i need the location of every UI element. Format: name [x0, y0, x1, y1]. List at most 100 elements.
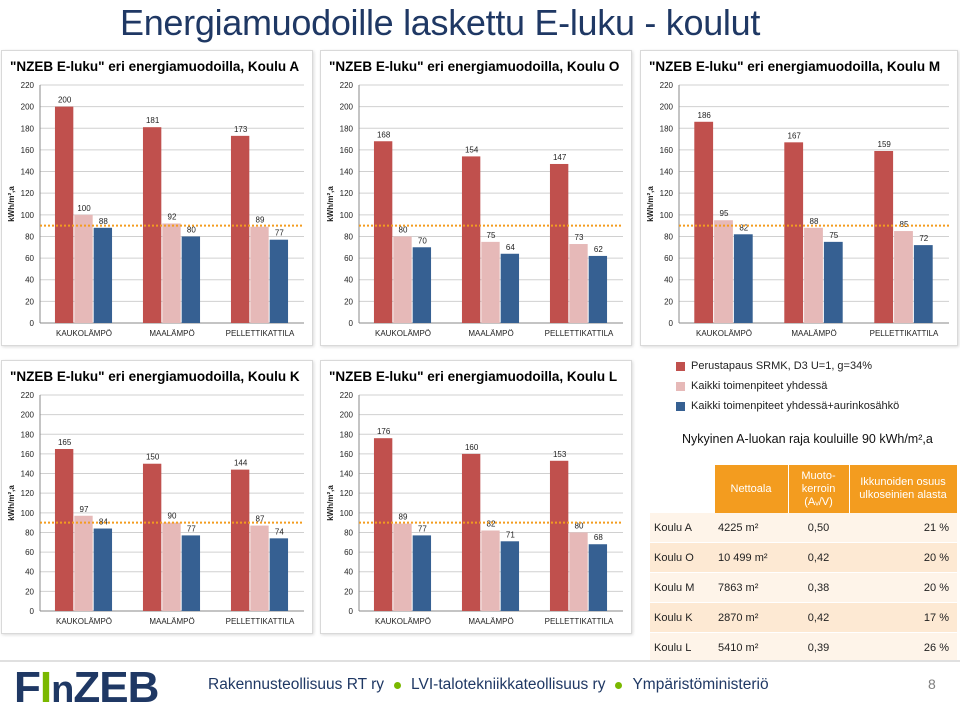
chart-koulu-k: "NZEB E-luku" eri energiamuodoilla, Koul… [1, 360, 313, 634]
legend-label: Kaikki toimenpiteet yhdessä+aurinkosähkö [691, 400, 900, 412]
table-cell: 0,42 [788, 602, 849, 633]
table-row: Koulu O 10 499 m² 0,42 20 % [650, 542, 957, 573]
y-tick-label: 0 [349, 607, 354, 616]
table-cell: 20 % [849, 542, 957, 573]
y-tick-label: 80 [25, 528, 34, 537]
y-tick-label: 200 [21, 103, 35, 112]
bar [694, 121, 714, 323]
y-tick-label: 160 [660, 146, 674, 155]
data-label: 100 [77, 204, 91, 213]
data-label: 153 [553, 450, 567, 459]
y-tick-label: 220 [660, 81, 674, 90]
bar [74, 214, 93, 323]
bar [230, 469, 250, 611]
table-cell: 26 % [849, 632, 957, 663]
bar [500, 541, 520, 611]
data-label: 73 [575, 233, 584, 242]
bar [784, 142, 804, 323]
data-label: 150 [146, 453, 160, 462]
data-label: 77 [418, 524, 427, 533]
y-tick-label: 80 [344, 528, 353, 537]
data-label: 144 [234, 459, 248, 468]
y-tick-label: 100 [340, 509, 354, 518]
y-tick-label: 180 [340, 124, 354, 133]
table-row: Koulu K 2870 m² 0,42 17 % [650, 602, 957, 633]
x-tick-label: MAALÄMPÖ [468, 329, 513, 338]
bar [162, 522, 181, 611]
data-label: 77 [187, 524, 196, 533]
y-tick-label: 120 [660, 189, 674, 198]
table-cell: 17 % [849, 602, 957, 633]
x-tick-label: KAUKOLÄMPÖ [56, 617, 112, 626]
y-tick-label: 160 [340, 450, 354, 459]
data-label: 168 [377, 130, 391, 139]
data-label: 71 [506, 530, 515, 539]
y-tick-label: 140 [21, 168, 35, 177]
bar [250, 226, 269, 323]
data-label: 77 [275, 229, 284, 238]
y-tick-label: 40 [344, 568, 353, 577]
y-tick-label: 60 [25, 548, 34, 557]
data-label: 167 [788, 131, 802, 140]
data-label: 200 [58, 96, 72, 105]
bar [373, 141, 393, 323]
chart-title: "NZEB E-luku" eri energiamuodoilla, Koul… [329, 59, 619, 74]
bar [181, 535, 201, 611]
footer-org: Rakennusteollisuus RT ry [208, 676, 385, 693]
bar [93, 528, 113, 611]
data-label: 176 [377, 427, 391, 436]
bar [269, 538, 289, 611]
y-tick-label: 20 [344, 587, 353, 596]
y-axis-label: kWh/m²,a [7, 186, 16, 222]
y-tick-label: 220 [340, 81, 354, 90]
table-cell: Koulu K [650, 602, 714, 633]
y-tick-label: 100 [340, 211, 354, 220]
table-header-row: Nettoala Muoto-kerroin (Aᵥ/V) Ikkunoiden… [650, 465, 958, 513]
legend-label: Perustapaus SRMK, D3 U=1, g=34% [691, 360, 872, 372]
chart-title: "NZEB E-luku" eri energiamuodoilla, Koul… [10, 369, 300, 384]
legend-item: Kaikki toimenpiteet yhdessä [676, 376, 899, 396]
x-tick-label: PELLETTIKATTILA [545, 617, 614, 626]
table-header-form-factor: Muoto-kerroin (Aᵥ/V) [788, 465, 850, 513]
chart-koulu-m: "NZEB E-luku" eri energiamuodoilla, Koul… [640, 50, 958, 346]
y-tick-label: 120 [340, 489, 354, 498]
bar [569, 244, 588, 323]
data-label: 186 [698, 111, 712, 120]
bar [269, 239, 289, 323]
table-cell: 10 499 m² [714, 542, 788, 573]
bar [373, 438, 393, 611]
data-label: 68 [594, 533, 603, 542]
chart-koulu-o: "NZEB E-luku" eri energiamuodoilla, Koul… [320, 50, 632, 346]
data-label: 64 [506, 243, 515, 252]
bullet-icon [394, 681, 402, 689]
bar [588, 544, 608, 611]
y-tick-label: 20 [664, 297, 673, 306]
bar [481, 241, 500, 323]
data-label: 74 [275, 527, 284, 536]
reference-line-note: Nykyinen A-luokan raja kouluille 90 kWh/… [682, 432, 933, 446]
bar [461, 453, 481, 611]
legend-label: Kaikki toimenpiteet yhdessä [691, 380, 828, 392]
legend-item: Kaikki toimenpiteet yhdessä+aurinkosähkö [676, 396, 899, 416]
footer-org: LVI-talotekniikkateollisuus ry [411, 676, 606, 693]
bar [733, 234, 753, 323]
table-header-window-share: Ikkunoiden osuus ulkoseinien alasta [849, 465, 958, 513]
bar [230, 135, 250, 323]
bar [461, 156, 481, 323]
chart-koulu-l: "NZEB E-luku" eri energiamuodoilla, Koul… [320, 360, 632, 634]
y-tick-label: 20 [25, 587, 34, 596]
legend-item: Perustapaus SRMK, D3 U=1, g=34% [676, 356, 899, 376]
x-tick-label: PELLETTIKATTILA [545, 329, 614, 338]
data-label: 87 [256, 515, 265, 524]
x-tick-label: MAALÄMPÖ [791, 329, 836, 338]
table-cell: 4225 m² [714, 513, 788, 543]
y-tick-label: 40 [664, 276, 673, 285]
y-tick-label: 100 [21, 211, 35, 220]
y-tick-label: 200 [340, 103, 354, 112]
table-header-area: Nettoala [714, 465, 789, 513]
table-cell: 0,38 [788, 572, 849, 603]
data-label: 85 [900, 220, 909, 229]
bar [412, 535, 432, 611]
y-tick-label: 180 [660, 124, 674, 133]
data-label: 82 [487, 519, 496, 528]
